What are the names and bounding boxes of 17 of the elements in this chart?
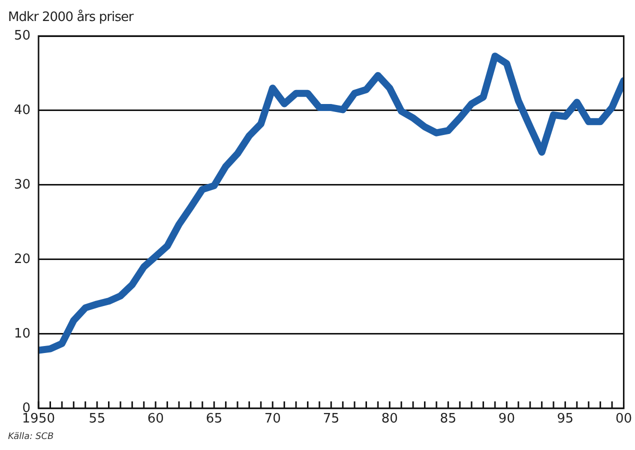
x-tick-label: 95 — [556, 412, 574, 427]
y-axis-title: Mdkr 2000 års priser — [8, 10, 134, 25]
x-tick-label: 85 — [440, 412, 456, 427]
y-tick-label: 20 — [14, 252, 31, 267]
x-tick-label: 55 — [88, 412, 106, 427]
y-tick-label: 10 — [14, 326, 31, 342]
x-tick-label: 65 — [206, 412, 222, 427]
x-tick-label: 80 — [381, 412, 398, 427]
y-tick-label: 30 — [14, 177, 31, 192]
text: Källa: SCB — [8, 432, 54, 442]
y-tick-label: 50 — [14, 28, 31, 44]
x-tick-label: 00 — [615, 412, 632, 427]
x-tick-label: 60 — [147, 412, 164, 427]
y-tick-label: 40 — [14, 102, 31, 118]
x-tick-label: 75 — [322, 412, 340, 427]
x-tick-label: 90 — [498, 412, 515, 427]
x-tick-label: 70 — [264, 412, 281, 427]
